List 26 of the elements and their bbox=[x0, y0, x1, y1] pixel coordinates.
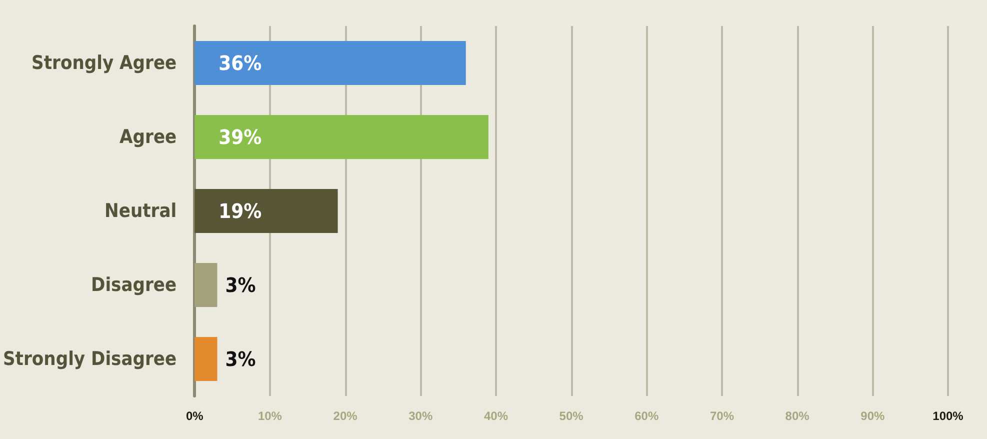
bar bbox=[194, 41, 466, 85]
y-tick-label: Agree bbox=[120, 126, 177, 148]
y-tick-label: Neutral bbox=[104, 200, 177, 222]
x-tick-label: 0% bbox=[186, 409, 204, 423]
bar bbox=[194, 263, 218, 307]
x-tick-label: 50% bbox=[559, 409, 584, 423]
y-tick-label: Strongly Disagree bbox=[2, 348, 177, 370]
x-tick-label: 30% bbox=[408, 409, 433, 423]
x-tick-label: 70% bbox=[710, 409, 734, 423]
x-tick-label: 60% bbox=[634, 409, 659, 423]
bar bbox=[194, 337, 218, 381]
y-tick-label: Disagree bbox=[91, 274, 177, 296]
data-label: 19% bbox=[218, 199, 262, 223]
x-tick-label: 100% bbox=[932, 409, 964, 423]
x-tick-label: 40% bbox=[484, 409, 508, 423]
data-label: 3% bbox=[225, 347, 256, 371]
data-label: 3% bbox=[225, 273, 256, 297]
x-tick-label: 20% bbox=[333, 409, 358, 423]
bar bbox=[194, 189, 338, 233]
x-tick-label: 10% bbox=[258, 409, 282, 423]
bar bbox=[194, 115, 488, 159]
data-label: 39% bbox=[218, 125, 262, 149]
x-tick-label: 80% bbox=[785, 409, 810, 423]
data-label: 36% bbox=[218, 51, 262, 75]
x-tick-label: 90% bbox=[860, 409, 885, 423]
y-tick-label: Strongly Agree bbox=[32, 52, 177, 74]
